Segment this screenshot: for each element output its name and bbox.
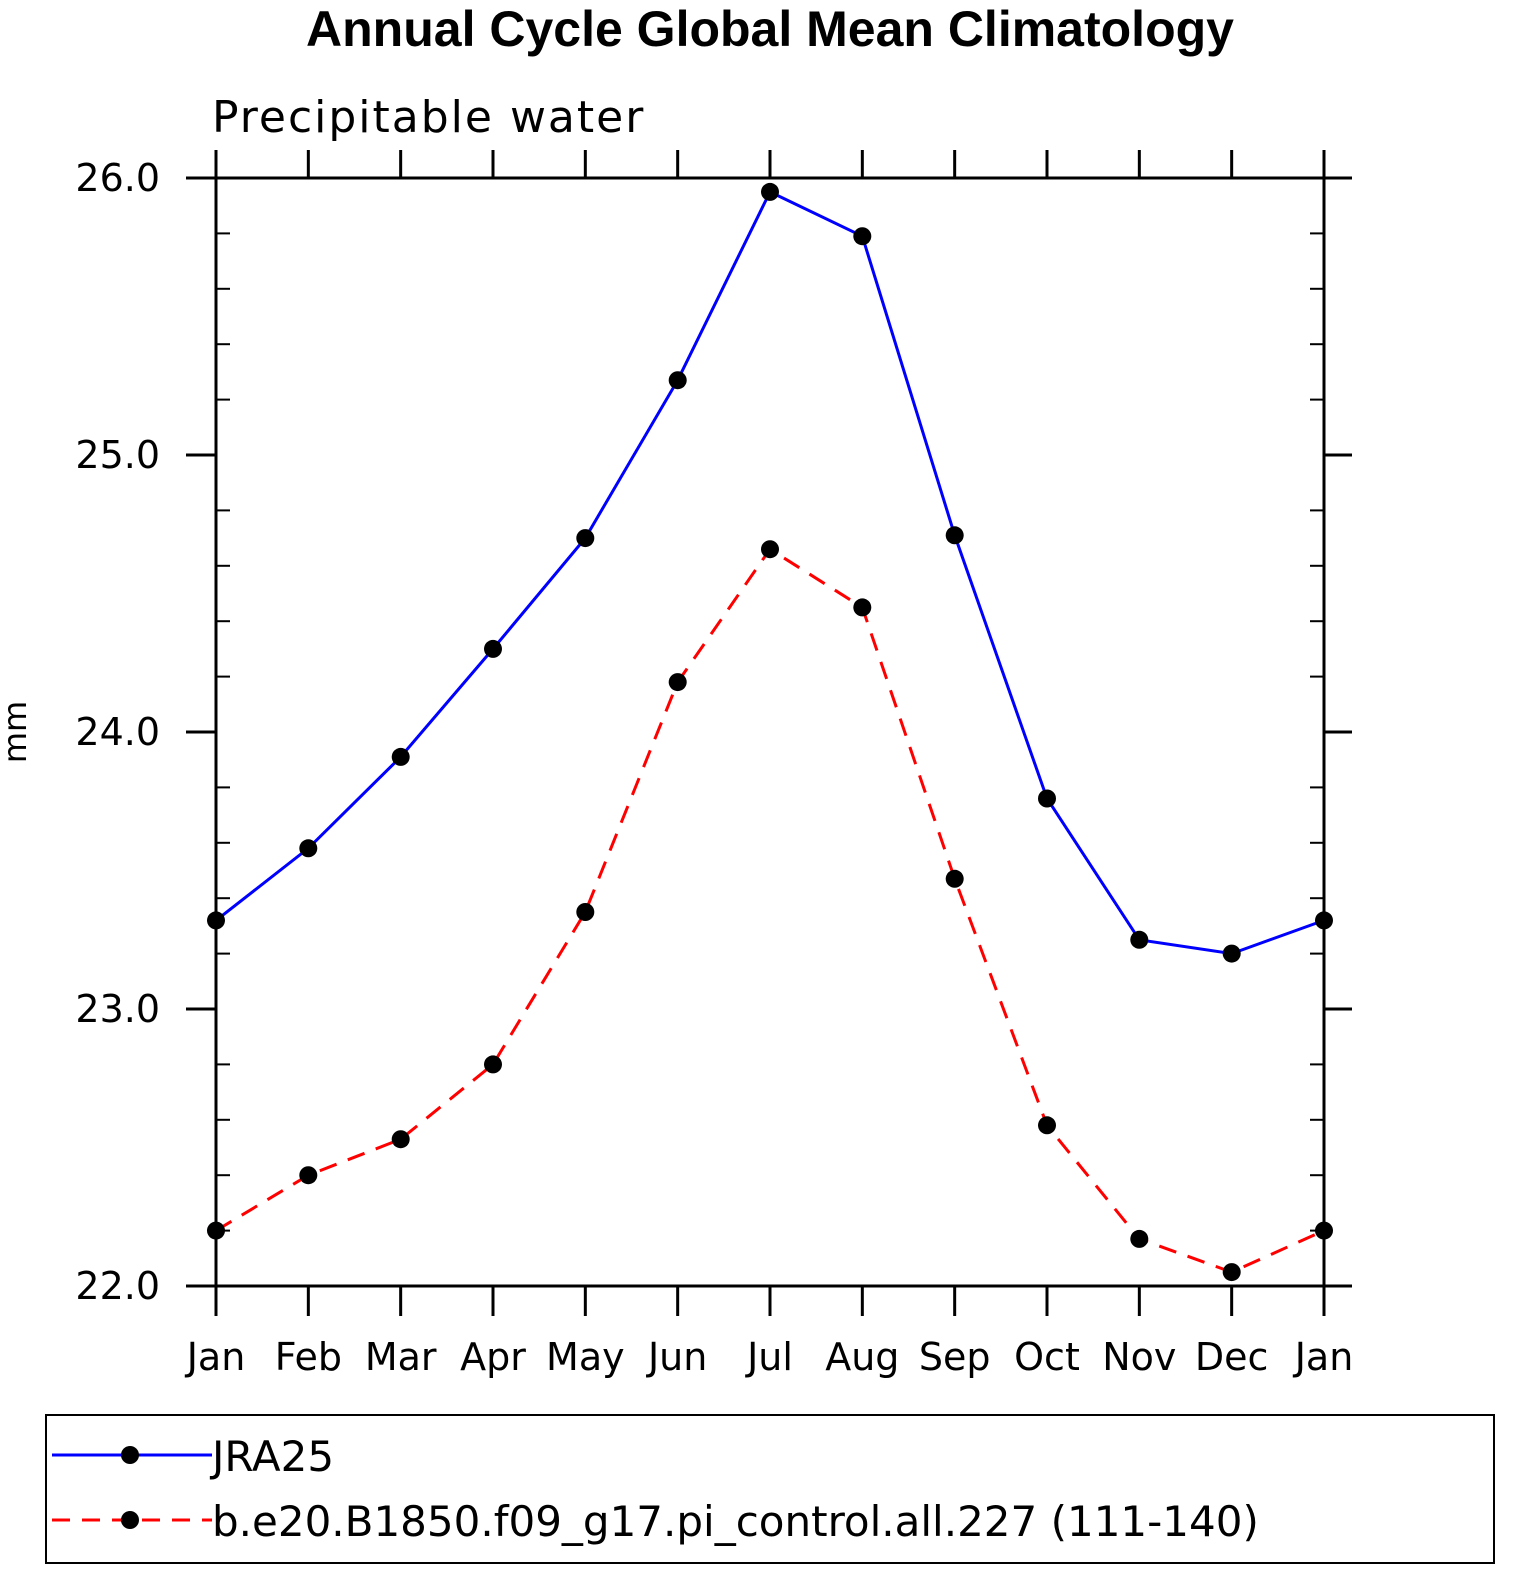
x-tick-label: Dec <box>1195 1335 1269 1379</box>
x-tick-label: Jan <box>185 1335 246 1379</box>
series-1-point <box>1315 911 1333 930</box>
series-2-point <box>1038 1116 1056 1135</box>
series-2-point <box>1222 1263 1241 1282</box>
legend: JRA25 b.e20.B1850.f09_g17.pi_control.all… <box>45 1414 1495 1564</box>
x-tick-label: Feb <box>275 1335 342 1379</box>
series-1-point <box>668 371 687 390</box>
series-layer <box>207 182 1333 1282</box>
x-tick-label: Aug <box>825 1335 899 1379</box>
series-2-point <box>299 1166 318 1185</box>
series-1-point <box>391 747 410 766</box>
x-tick-label: Oct <box>1014 1335 1080 1379</box>
series-2-point <box>576 903 595 921</box>
y-tick-label: 26.0 <box>75 156 160 200</box>
x-tick-label: Jun <box>646 1335 707 1379</box>
series-1-point <box>1038 789 1056 808</box>
y-tick-label: 24.0 <box>75 710 160 754</box>
plot-frame <box>214 176 1326 1288</box>
series-1-point <box>207 911 225 930</box>
y-axis-label: mm <box>0 701 34 763</box>
series-line-1 <box>215 189 1325 956</box>
chart-title: Annual Cycle Global Mean Climatology <box>306 1 1234 57</box>
legend-label-series-1: JRA25 <box>209 1432 334 1481</box>
legend-marker-series-2 <box>121 1511 139 1529</box>
legend-marker-series-1 <box>121 1446 139 1464</box>
series-2-point <box>1315 1221 1333 1240</box>
y-tick-label: 23.0 <box>75 987 160 1031</box>
series-2-point <box>484 1055 502 1074</box>
series-1-point <box>1130 930 1149 949</box>
y-tick-label: 22.0 <box>75 1264 160 1308</box>
x-tick-label: Jul <box>745 1335 793 1379</box>
series-2-point <box>391 1130 410 1149</box>
series-1-point <box>853 227 872 246</box>
series-line-2 <box>215 547 1325 1274</box>
series-2-point <box>853 598 872 617</box>
x-tick-label: Mar <box>365 1335 437 1379</box>
series-1-point <box>484 639 502 658</box>
series-1-point <box>299 839 318 858</box>
series-1-point <box>761 182 779 201</box>
x-tick-label: Jan <box>1293 1335 1354 1379</box>
axis-ticks: Jan Feb Mar Apr May Jun Jul Aug Sep Oct Nov Dec Jan 2… <box>75 150 1353 1379</box>
x-tick-label: Sep <box>919 1335 991 1379</box>
series-2-point <box>761 540 779 559</box>
series-1-point <box>1222 944 1241 963</box>
legend-label-series-2: b.e20.B1850.f09_g17.pi_control.all.227 (… <box>212 1497 1259 1546</box>
series-2-point <box>207 1221 225 1240</box>
legend-box <box>45 1414 1495 1564</box>
chart-subtitle: Precipitable water <box>212 92 645 143</box>
x-tick-label: Apr <box>460 1335 526 1379</box>
x-tick-label: Nov <box>1102 1335 1176 1379</box>
series-2-point <box>668 673 687 692</box>
x-tick-label: May <box>546 1335 625 1379</box>
y-tick-label: 25.0 <box>75 433 160 477</box>
series-1-point <box>945 526 964 545</box>
series-1-point <box>576 529 595 548</box>
series-2-point <box>1130 1229 1149 1248</box>
series-2-point <box>945 869 964 888</box>
